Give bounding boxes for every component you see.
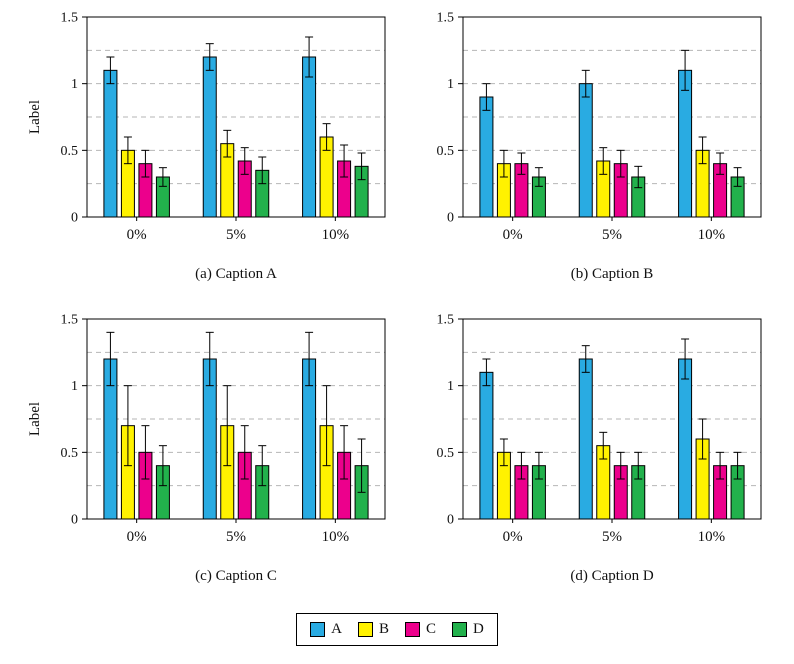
y-axis-label: Label — [27, 402, 43, 436]
caption-c: (c) Caption C — [195, 568, 277, 584]
subplot-d: 0 0.5 1 1.5 0% 5% 10% (d) Caption D — [399, 307, 771, 585]
chart-a: 0 0.5 1 1.5 0% 5% 10% Label — [23, 5, 395, 257]
legend-swatch-d — [452, 622, 468, 637]
caption-b: (b) Caption B — [570, 266, 654, 282]
legend: A B C D — [296, 613, 498, 646]
y-tick-label: 1.5 — [61, 313, 79, 328]
y-tick-label: 1.5 — [61, 11, 79, 26]
y-tick-label: 1.5 — [437, 313, 455, 328]
chart-b: 0 0.5 1 1.5 0% 5% 10% — [399, 5, 771, 257]
legend-label-a: A — [331, 621, 342, 637]
chart-c: 0 0.5 1 1.5 0% 5% 10% Label — [23, 307, 395, 559]
y-tick-label: 0 — [71, 211, 78, 226]
legend-label-c: C — [426, 621, 437, 637]
subplot-a: 0 0.5 1 1.5 0% 5% 10% Label (a) Caption A — [23, 5, 395, 283]
x-tick-label: 10% — [322, 227, 350, 243]
legend-entry-b: B — [357, 621, 389, 638]
x-tick-label: 10% — [698, 529, 726, 545]
y-tick-label: 0.5 — [437, 144, 455, 159]
y-axis-label: Label — [27, 100, 43, 134]
y-tick-label: 0 — [447, 513, 454, 528]
caption-d: (d) Caption D — [570, 568, 654, 584]
legend-swatch-b — [357, 622, 373, 637]
y-tick-label: 0 — [447, 211, 454, 226]
bar-A-10% — [678, 69, 693, 218]
y-tick-label: 1 — [71, 77, 78, 92]
figure-grid: 0 0.5 1 1.5 0% 5% 10% Label (a) Caption A 0 0.5 1… — [0, 5, 794, 585]
legend-swatch-c — [405, 622, 420, 637]
x-tick-label: 0% — [503, 227, 523, 243]
bar-chart-b: 0 0.5 1 1.5 0% 5% 10% — [437, 11, 762, 243]
x-tick-label: 10% — [698, 227, 726, 243]
legend-entry-c: C — [405, 621, 436, 638]
bar-chart-d: 0 0.5 1 1.5 0% 5% 10% — [437, 313, 762, 545]
legend-entry-a: A — [310, 621, 342, 638]
x-tick-label: 5% — [602, 529, 622, 545]
bar-A-0% — [103, 69, 118, 218]
bar-chart-c: 0 0.5 1 1.5 0% 5% 10% Label — [27, 313, 386, 545]
x-tick-label: 5% — [602, 227, 622, 243]
bar-A-5% — [578, 83, 593, 218]
x-tick-label: 5% — [226, 529, 246, 545]
bar-chart-a: 0 0.5 1 1.5 0% 5% 10% Label — [27, 11, 386, 243]
legend-label-d: D — [473, 621, 484, 637]
y-tick-label: 0.5 — [437, 446, 455, 461]
legend-entry-d: D — [452, 621, 484, 638]
legend-wrap: A B C D — [0, 613, 794, 646]
x-tick-label: 10% — [322, 529, 350, 545]
y-tick-label: 1 — [447, 77, 454, 92]
x-tick-label: 0% — [503, 529, 523, 545]
y-tick-label: 1.5 — [437, 11, 455, 26]
y-tick-label: 0.5 — [61, 446, 79, 461]
chart-d: 0 0.5 1 1.5 0% 5% 10% — [399, 307, 771, 559]
x-tick-label: 0% — [127, 227, 147, 243]
y-tick-label: 1 — [71, 379, 78, 394]
legend-label-b: B — [378, 621, 389, 637]
y-tick-label: 0.5 — [61, 144, 79, 159]
caption-a: (a) Caption A — [195, 266, 277, 282]
x-tick-label: 5% — [226, 227, 246, 243]
bar-A-0% — [479, 371, 494, 520]
subplot-b: 0 0.5 1 1.5 0% 5% 10% (b) Caption B — [399, 5, 771, 283]
bar-A-0% — [479, 96, 494, 218]
bar-A-5% — [202, 56, 217, 218]
bar-A-10% — [302, 56, 317, 218]
bar-A-10% — [678, 358, 693, 520]
y-tick-label: 1 — [447, 379, 454, 394]
subplot-c: 0 0.5 1 1.5 0% 5% 10% Label (c) Caption C — [23, 307, 395, 585]
legend-swatch-a — [310, 622, 326, 637]
y-tick-label: 0 — [71, 513, 78, 528]
bar-A-5% — [578, 358, 593, 520]
x-tick-label: 0% — [127, 529, 147, 545]
